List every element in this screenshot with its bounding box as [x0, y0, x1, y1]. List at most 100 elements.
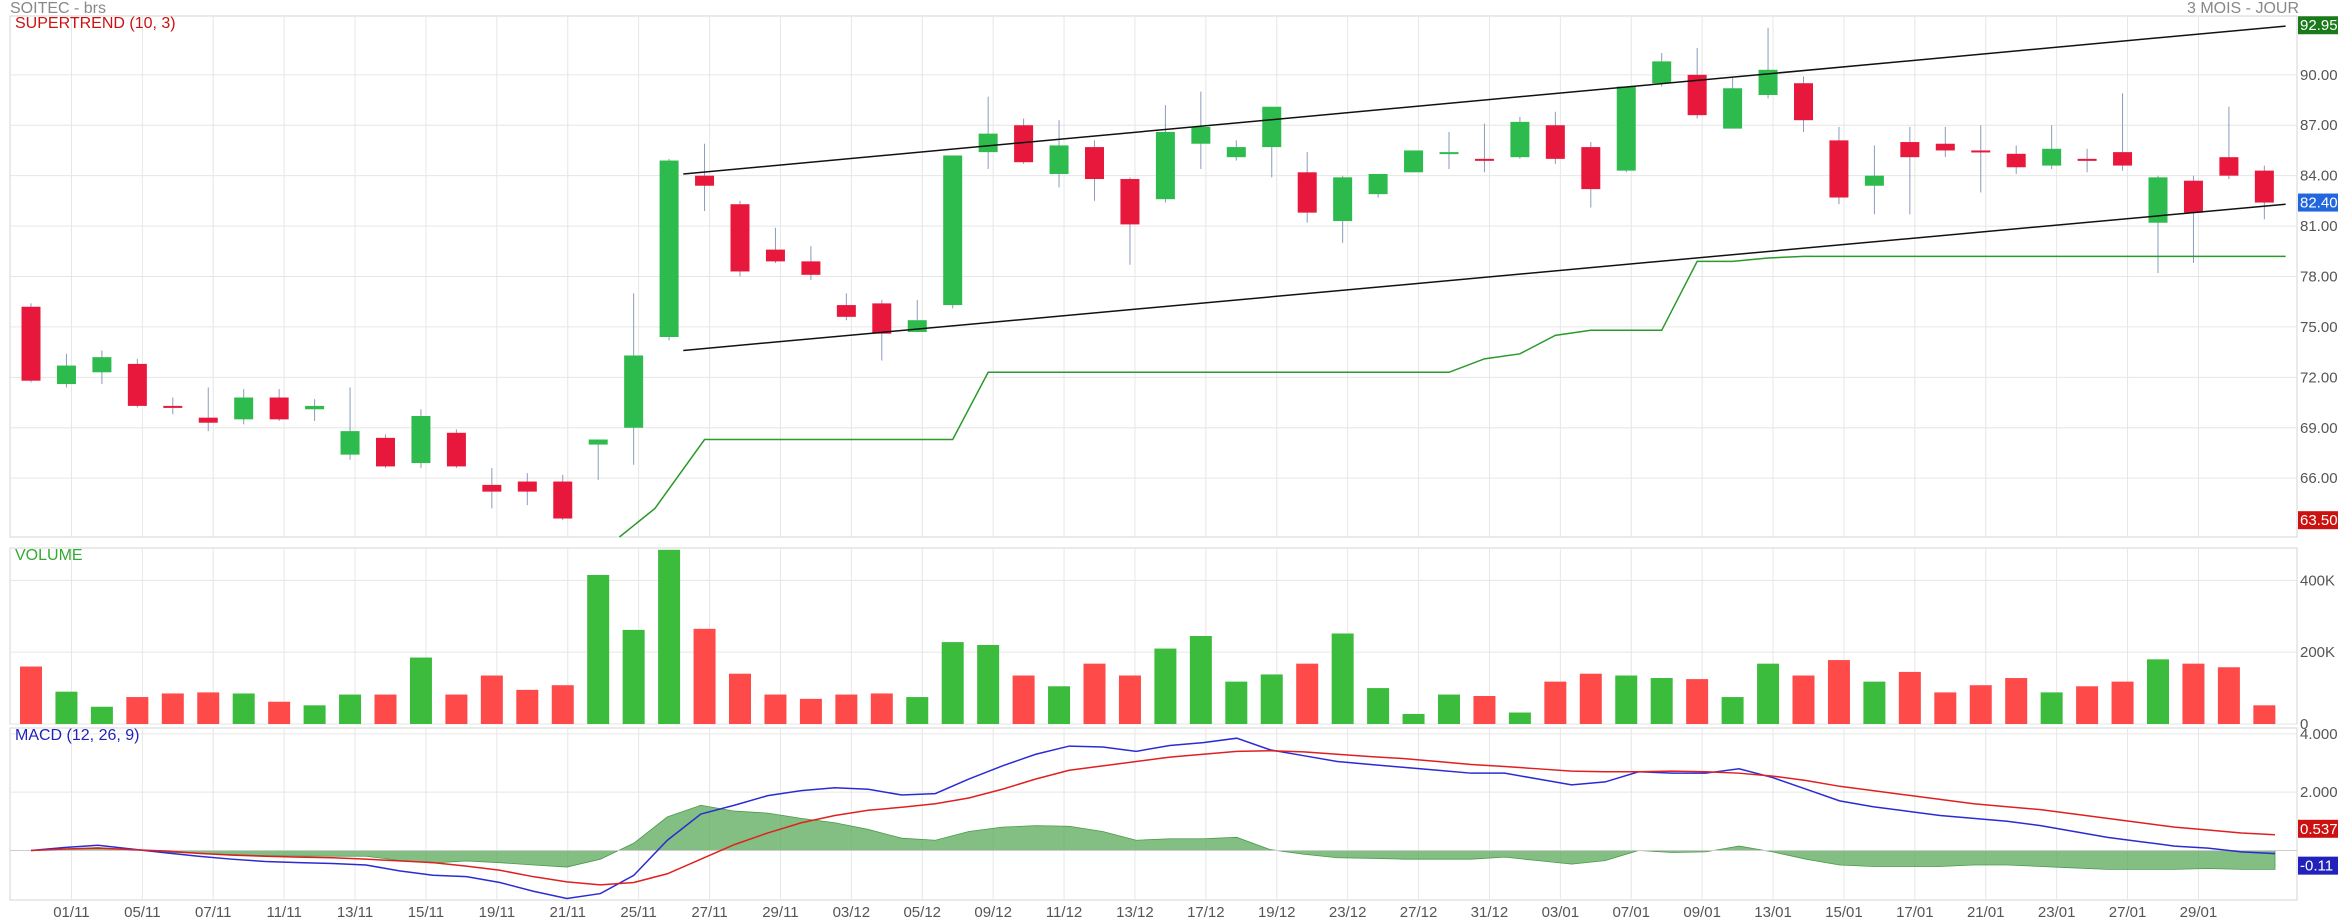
candle-body — [1262, 106, 1282, 148]
volume-bar — [1154, 648, 1177, 724]
x-tick-label: 13/01 — [1754, 904, 1792, 921]
candle-body — [836, 305, 856, 317]
supertrend-line — [618, 255, 2286, 538]
candle-body — [624, 355, 644, 428]
volume-bar — [1615, 675, 1638, 724]
candle-body — [1368, 173, 1388, 195]
candle-body — [1510, 121, 1530, 158]
volume-bar — [1260, 674, 1283, 724]
price-marker — [2298, 511, 2338, 530]
x-tick-label: 13/12 — [1116, 904, 1154, 921]
candle-body — [92, 357, 112, 373]
volume-bar — [1757, 663, 1780, 724]
volume-bar — [1331, 633, 1354, 724]
macd-panel — [9, 727, 2298, 901]
volume-bar — [20, 666, 42, 724]
volume-tick-label: 0 — [2300, 716, 2308, 733]
candle-body — [56, 365, 76, 385]
x-tick-label: 27/11 — [691, 904, 727, 921]
volume-bar — [1898, 671, 1921, 724]
x-tick-label: 31/12 — [1471, 904, 1509, 921]
candle-body — [730, 204, 750, 272]
volume-bar — [1686, 679, 1709, 724]
candle-body — [1794, 83, 1813, 121]
price-tick-label: 72.00 — [2300, 369, 2338, 386]
price-tick-label: 69.00 — [2300, 420, 2338, 437]
volume-bar — [1438, 694, 1460, 724]
candle-body — [978, 133, 998, 153]
volume-bar — [1544, 681, 1567, 724]
candle-body — [659, 160, 679, 338]
candle-body — [1581, 147, 1601, 190]
volume-bar — [1012, 675, 1035, 724]
volume-bar — [835, 694, 858, 724]
price-marker — [2298, 16, 2338, 35]
volume-bar — [977, 644, 1000, 724]
candle-body — [1014, 125, 1034, 163]
x-tick-label: 13/11 — [337, 904, 373, 921]
volume-bar — [799, 698, 822, 724]
candle-body — [1864, 175, 1884, 186]
candle-body — [2113, 152, 2133, 166]
macd-line — [30, 737, 2276, 900]
candle-body — [1085, 147, 1104, 180]
volume-bar — [303, 705, 326, 724]
volume-bar — [126, 697, 149, 724]
candle-body — [517, 481, 537, 492]
volume-bar — [2217, 667, 2240, 724]
volume-bar — [2076, 686, 2099, 724]
x-tick-label: 17/12 — [1187, 904, 1225, 921]
macd-marker — [2298, 819, 2338, 838]
x-tick-label: 23/01 — [2038, 904, 2076, 921]
volume-bar — [693, 628, 716, 724]
volume-bar — [1473, 695, 1496, 724]
volume-bar — [516, 689, 539, 724]
candle-body — [340, 431, 360, 455]
volume-bar — [409, 657, 432, 724]
channel-line — [683, 25, 2286, 175]
volume-bar — [197, 692, 220, 724]
candle-body — [1120, 179, 1140, 225]
price-panel-title: SUPERTREND (10, 3) — [15, 15, 176, 32]
volume-bar — [55, 691, 78, 724]
channel-line — [683, 203, 2286, 352]
candle-body — [2254, 170, 2274, 203]
candle-body — [1049, 145, 1069, 174]
price-tick-label: 75.00 — [2300, 319, 2338, 336]
candle-body — [1971, 150, 1991, 153]
candle-body — [943, 155, 963, 306]
candle-body — [2006, 153, 2026, 168]
x-tick-label: 29/11 — [762, 904, 798, 921]
volume-bar — [374, 694, 397, 724]
x-tick-label: 05/11 — [124, 904, 160, 921]
price-marker — [2298, 193, 2338, 212]
volume-bar — [2182, 663, 2205, 724]
x-tick-label: 07/01 — [1612, 904, 1650, 921]
volume-tick-label: 400K — [2300, 572, 2335, 589]
candle-body — [1333, 177, 1353, 222]
candle-body — [1900, 142, 1920, 158]
volume-bar — [1189, 636, 1212, 724]
volume-bar — [1118, 675, 1141, 724]
price-marker-label: 82.40 — [2300, 195, 2338, 212]
volume-bar — [1721, 697, 1744, 724]
volume-bar — [2253, 705, 2276, 724]
candle-body — [553, 481, 573, 519]
volume-bar — [1225, 681, 1248, 724]
candle-body — [1439, 152, 1459, 155]
candle-body — [1545, 125, 1565, 159]
candle-body — [907, 320, 927, 332]
volume-bar — [551, 685, 574, 724]
volume-bar — [729, 673, 751, 724]
candle-body — [872, 303, 892, 334]
volume-bar — [1863, 681, 1886, 724]
volume-bar — [1048, 686, 1071, 724]
price-tick-label: 84.00 — [2300, 168, 2338, 185]
candle-body — [305, 405, 325, 410]
volume-panel-title: VOLUME — [15, 547, 83, 564]
volume-bar — [445, 694, 468, 724]
candle-body — [21, 306, 41, 381]
volume-bar — [1508, 712, 1531, 724]
candle-body — [2219, 157, 2239, 176]
